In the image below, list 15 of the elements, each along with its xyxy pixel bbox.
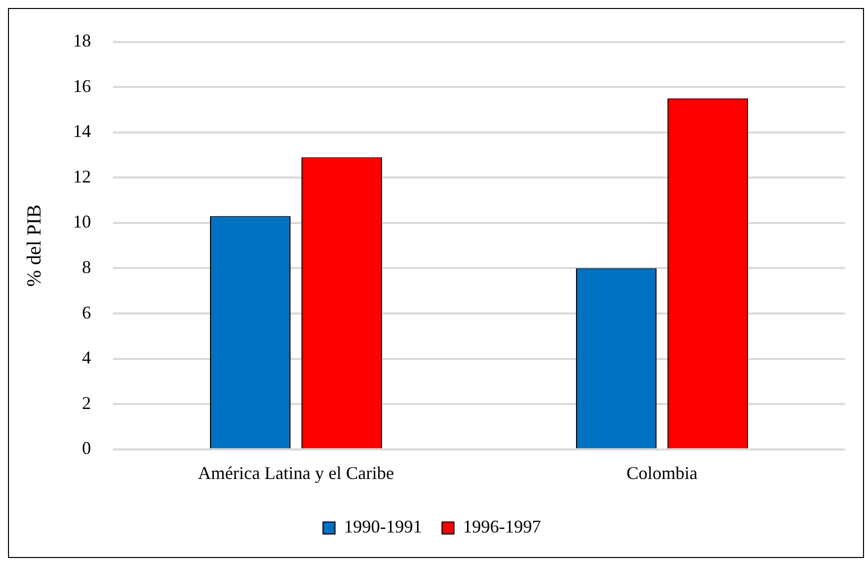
y-tick-label: 12 xyxy=(73,166,91,186)
x-tick-label: Colombia xyxy=(626,462,698,483)
x-tick-label: América Latina y el Caribe xyxy=(198,462,394,483)
y-tick-label: 14 xyxy=(73,121,91,142)
y-axis-title: % del PIB xyxy=(23,204,46,287)
legend-label: 1996-1997 xyxy=(463,516,541,537)
y-tick-label: 4 xyxy=(82,348,91,368)
legend-label: 1990-1991 xyxy=(344,516,422,537)
y-tick-label: 16 xyxy=(73,76,91,96)
y-tick-label: 8 xyxy=(82,256,91,277)
y-tick-label: 6 xyxy=(82,302,91,322)
y-tick-label: 10 xyxy=(73,212,91,232)
y-tick-label: 2 xyxy=(82,392,91,413)
y-tick-label: 0 xyxy=(82,438,91,458)
y-tick-label: 18 xyxy=(73,30,91,51)
